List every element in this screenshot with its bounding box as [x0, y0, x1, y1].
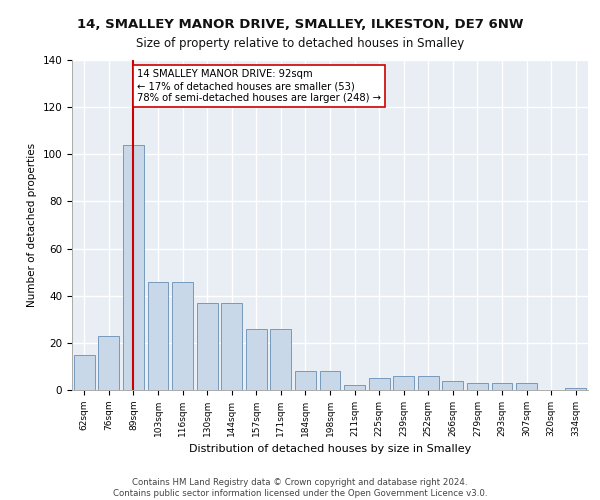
Y-axis label: Number of detached properties: Number of detached properties [27, 143, 37, 307]
Text: Contains HM Land Registry data © Crown copyright and database right 2024.
Contai: Contains HM Land Registry data © Crown c… [113, 478, 487, 498]
Bar [368, 378, 389, 390]
Bar [320, 371, 340, 390]
Bar [246, 328, 267, 390]
Bar [221, 303, 242, 390]
Bar [123, 145, 144, 390]
Bar [467, 383, 488, 390]
Bar [491, 383, 512, 390]
Bar [74, 354, 95, 390]
Bar [271, 328, 292, 390]
Bar [418, 376, 439, 390]
Text: 14 SMALLEY MANOR DRIVE: 92sqm
← 17% of detached houses are smaller (53)
78% of s: 14 SMALLEY MANOR DRIVE: 92sqm ← 17% of d… [137, 70, 381, 102]
X-axis label: Distribution of detached houses by size in Smalley: Distribution of detached houses by size … [189, 444, 471, 454]
Bar [197, 303, 218, 390]
Bar [344, 386, 365, 390]
Text: Size of property relative to detached houses in Smalley: Size of property relative to detached ho… [136, 38, 464, 51]
Text: 14, SMALLEY MANOR DRIVE, SMALLEY, ILKESTON, DE7 6NW: 14, SMALLEY MANOR DRIVE, SMALLEY, ILKEST… [77, 18, 523, 30]
Bar [565, 388, 586, 390]
Bar [295, 371, 316, 390]
Bar [393, 376, 414, 390]
Bar [98, 336, 119, 390]
Bar [148, 282, 169, 390]
Bar [172, 282, 193, 390]
Bar [516, 383, 537, 390]
Bar [442, 380, 463, 390]
